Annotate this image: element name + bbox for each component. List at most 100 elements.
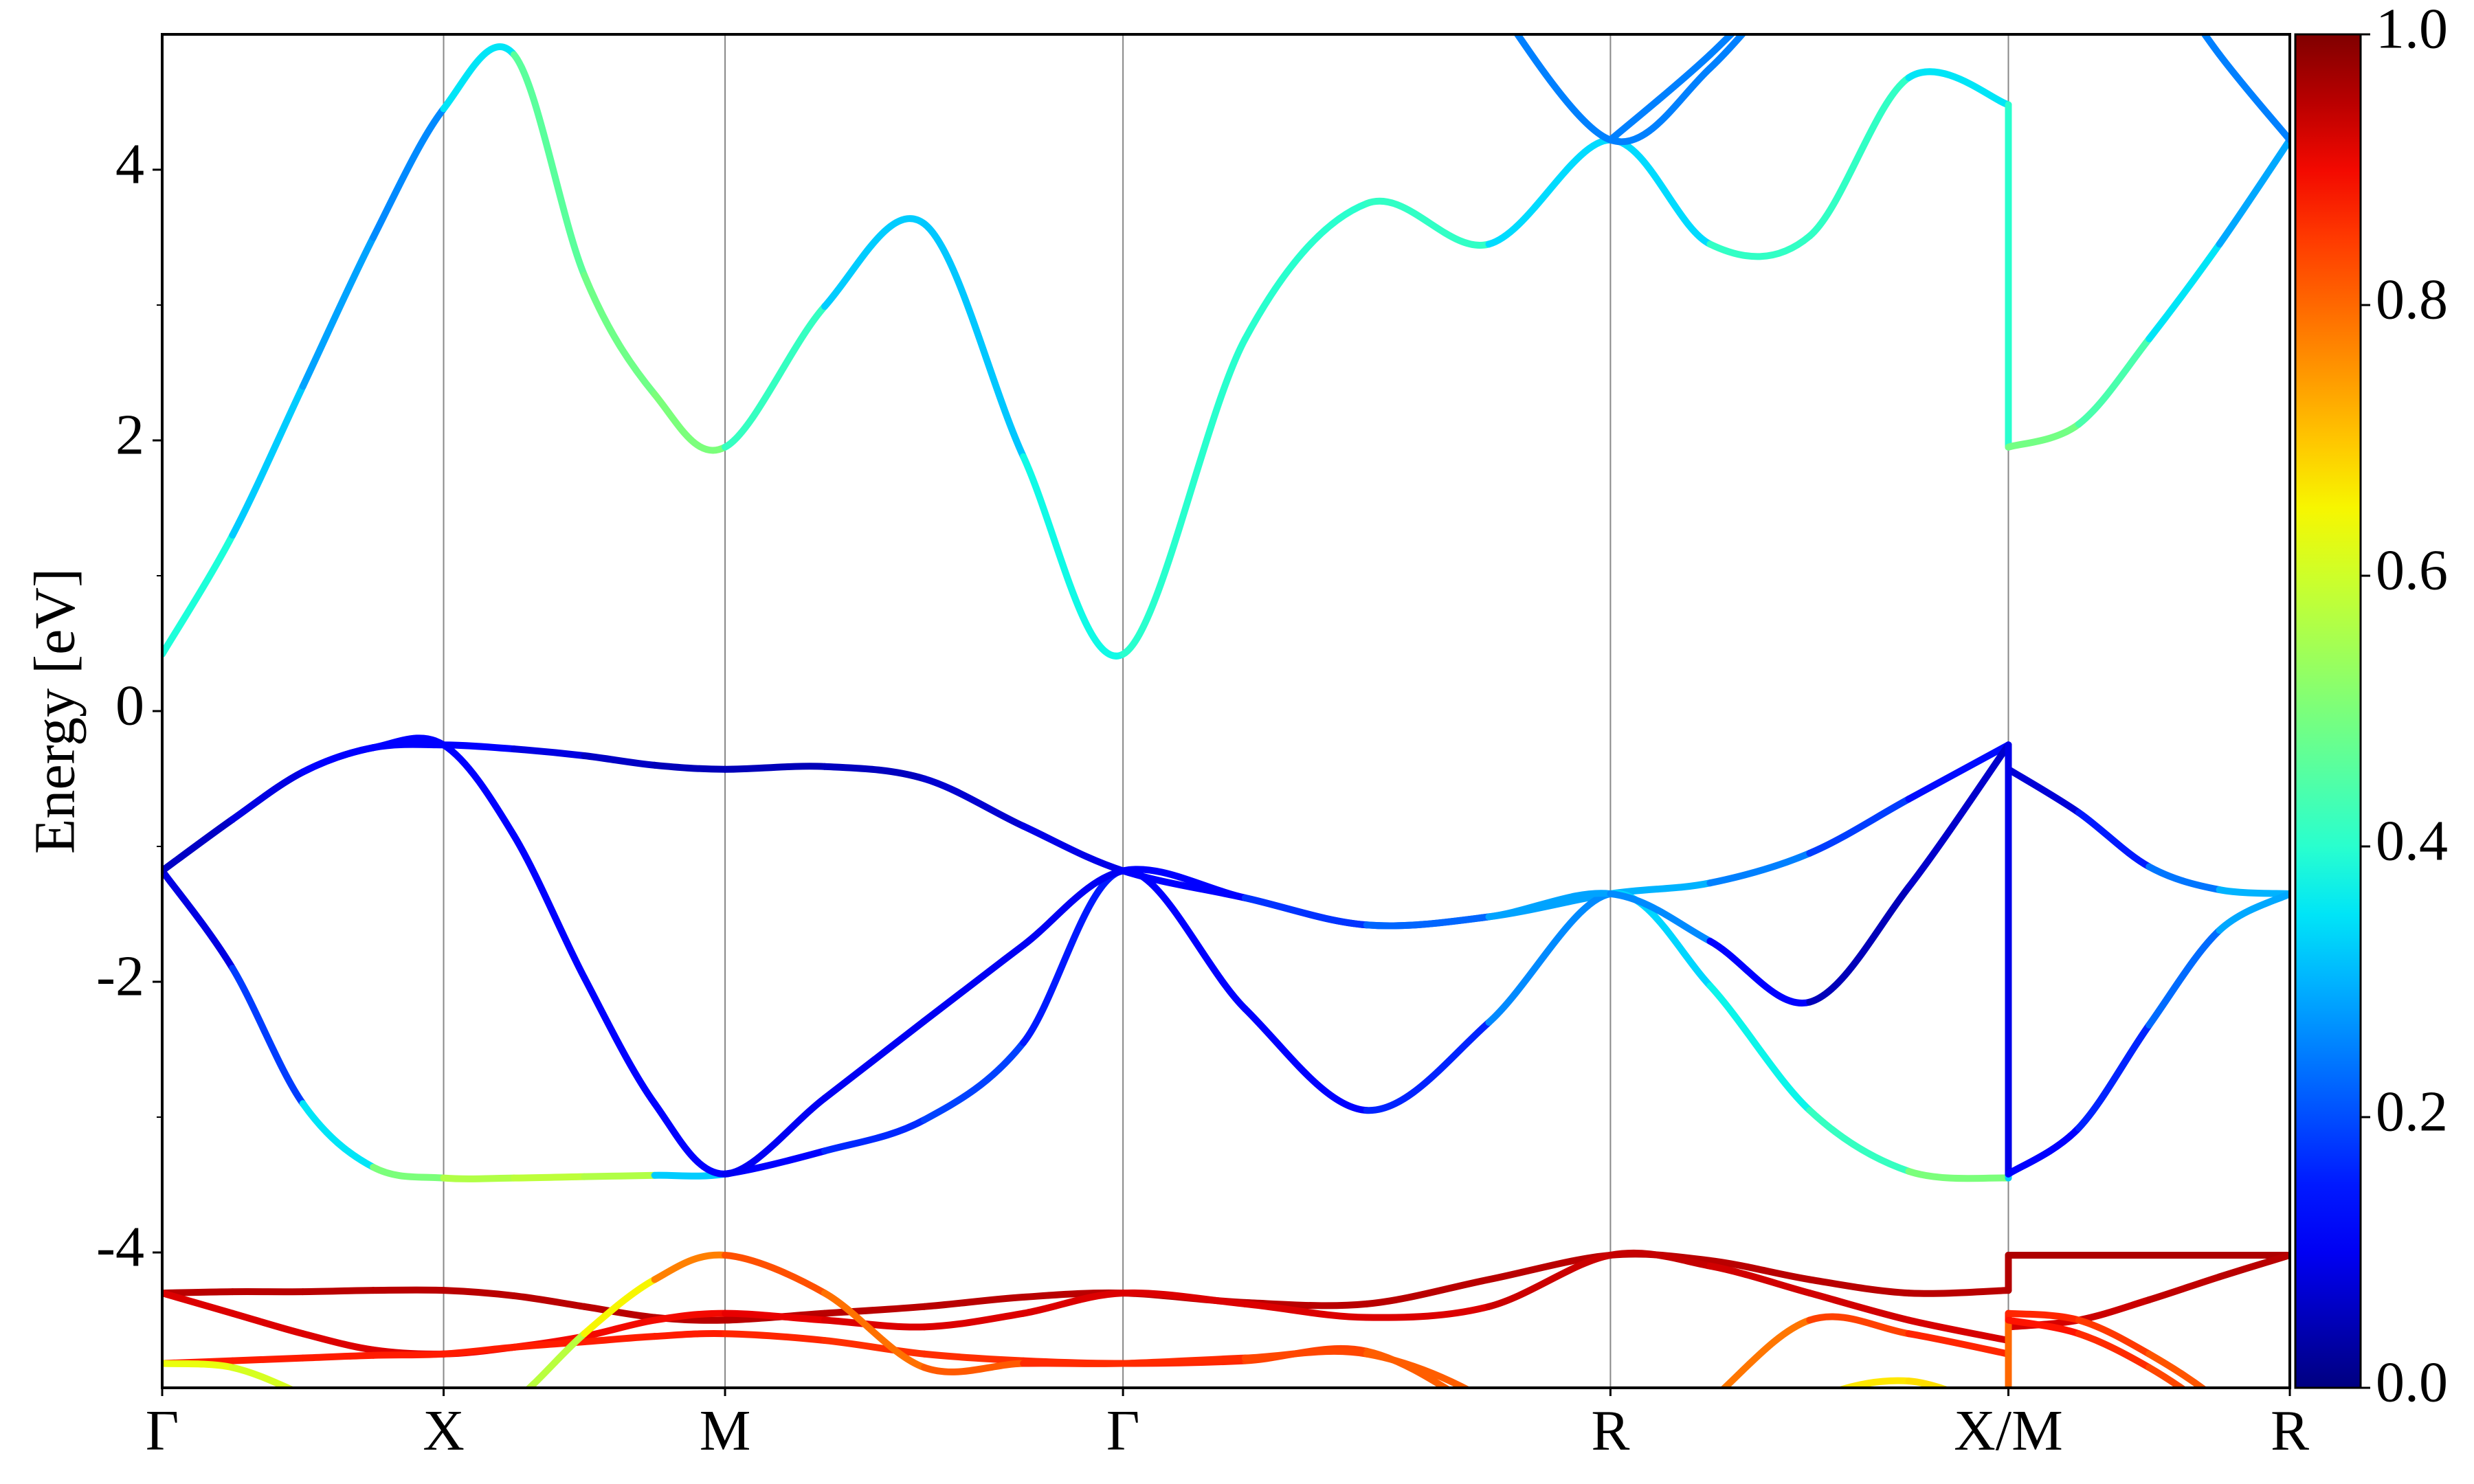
band-segment [581,1316,658,1340]
band-segment [651,1309,729,1324]
x-tick-label: R [1591,1399,1629,1463]
band-segment [1607,136,1714,248]
band-segment [1806,884,1913,1006]
band-segment [1905,1378,1951,1388]
band-segment [1706,34,1747,72]
band-segment [1607,1249,1714,1270]
band-segment [1905,741,2012,891]
band-segment [1905,741,2012,803]
band-segment [2216,890,2290,934]
band-segment [1607,890,1714,989]
band-segment [1363,197,1493,249]
band-segment [440,43,517,113]
band-segment [581,1333,658,1346]
band-segment [2075,1022,2153,1132]
band-segment [1905,1287,2012,1297]
band-segment [2216,1251,2290,1281]
band-segment [299,744,377,776]
band-segment [1513,34,1614,144]
colorbar-tick-label: 0.8 [2376,267,2448,331]
band-segment [722,1094,829,1178]
band-segment [2146,1364,2187,1388]
band-segment [920,1350,1027,1364]
band-segment [581,1276,658,1338]
band-segment [299,1351,377,1362]
band-segment [1706,1262,1814,1297]
x-tick-label: X/M [1954,1399,2063,1463]
band-segment [1905,68,2012,109]
band-segment [821,763,928,783]
band-segment [581,752,658,769]
band-segment [440,741,517,753]
y-tick-label: 4 [115,132,144,196]
band-segment [2005,420,2082,451]
band-segment [2146,863,2223,894]
band-segment [2005,1124,2082,1178]
band-segment [722,1309,829,1324]
x-tick-label: Γ [146,1399,179,1463]
band-segment [1363,913,1493,930]
band-segment [920,1294,1027,1310]
band-segment [162,867,236,972]
band-segment [1020,867,1127,949]
band-segment [229,965,307,1108]
band-segment [440,1287,517,1300]
band-segment [1485,136,1614,248]
band-segment [581,974,658,1108]
x-tick-label: X [423,1399,465,1463]
band-segment [299,1330,377,1353]
band-segment [1806,74,1913,240]
band-segment [370,1350,447,1359]
colorbar: 0.0 0.2 0.4 0.6 0.8 1.0 [2294,0,2448,1414]
band-segment [1119,866,1249,901]
band-segment [1706,849,1814,887]
band-segment [2146,240,2223,343]
band-segment [821,1018,928,1102]
x-tick-label: R [2271,1399,2309,1463]
band-segment [920,1309,1027,1331]
band-segment [1806,1107,1913,1175]
band-segment [162,1290,236,1317]
band-segment [229,1354,307,1364]
band-segment [651,1100,729,1178]
colorbar-gradient [2294,33,2362,1389]
band-segment [920,1360,1027,1375]
band-segment [1020,1360,1127,1367]
band-segment [722,1251,829,1297]
band-segment [1706,937,1814,1007]
band-segment [722,1330,829,1345]
grid: Γ X M Γ R X/M R -4 -2 0 2 4 [96,34,2309,1463]
band-segment [581,1171,658,1180]
band-segment [1607,890,1714,945]
band-segment [1020,453,1127,660]
band-segment [1806,1313,1913,1338]
band-segment [2075,1330,2153,1371]
band-segment [651,761,729,773]
band-segment [1610,1469,1710,1484]
band-segment [510,51,588,279]
band-segment [821,1337,928,1358]
band-segment [1706,34,1736,58]
band-segment [1806,1290,1913,1324]
y-tick-label: -2 [96,944,144,1008]
band-segment [821,215,928,310]
band-segment [2005,1309,2082,1324]
band-segment [1241,1300,1370,1321]
band-segment [651,391,729,454]
colorbar-tick-label: 0.6 [2376,538,2448,602]
band-segment [440,741,517,840]
band-segment [1706,232,1814,260]
band-segment [1020,822,1127,875]
band-segment [1905,1316,2012,1345]
band-segment [1363,1019,1493,1114]
band-segment [162,531,236,658]
band-segment [510,1173,588,1182]
band-segment [229,768,307,823]
x-tick-label: Γ [1106,1399,1140,1463]
band-segment [920,775,1027,830]
band-segment [370,1163,447,1182]
band-segment [2200,34,2223,58]
band-segment [440,1343,517,1358]
band-segment [299,1100,377,1171]
band-segment [722,302,829,451]
